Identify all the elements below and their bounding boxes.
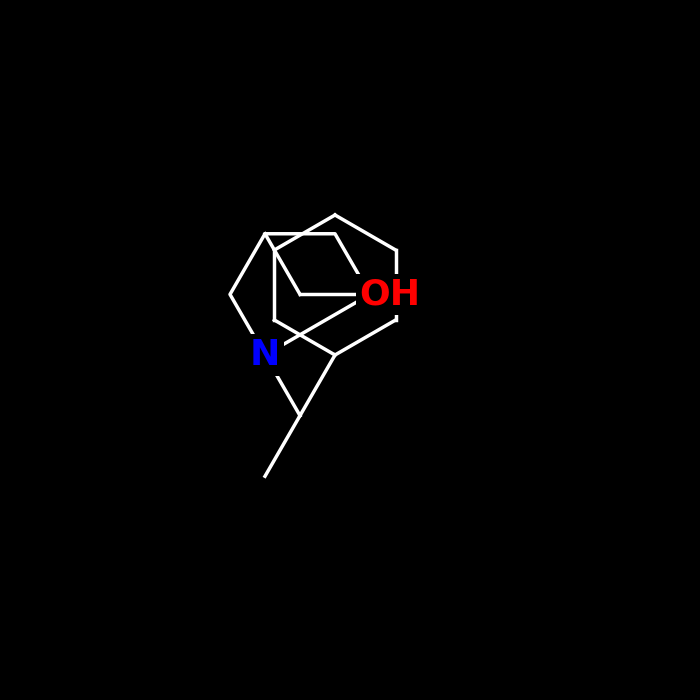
Text: N: N — [250, 338, 280, 372]
Text: OH: OH — [359, 277, 421, 312]
